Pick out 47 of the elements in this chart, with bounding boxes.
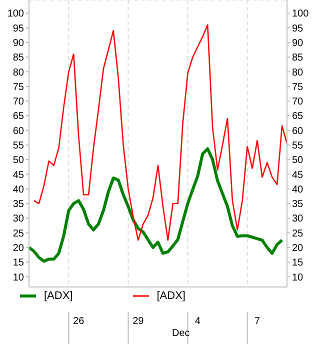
- x-tick-label: 7: [254, 316, 260, 327]
- legend-label: [ADX]: [156, 290, 186, 302]
- y2-tick-label: 15: [292, 258, 304, 269]
- y-tick-label: 75: [12, 82, 24, 93]
- y2-tick-label: 60: [292, 126, 304, 137]
- y2-tick-label: 35: [292, 199, 304, 210]
- x-tick-label: 29: [132, 316, 144, 327]
- y-tick-label: 85: [12, 52, 24, 64]
- y2-tick-label: 55: [292, 140, 304, 152]
- line-series: [28, 147, 284, 263]
- y-tick-label: 50: [12, 155, 24, 166]
- x-tick-label: 26: [73, 316, 85, 327]
- y-tick-label: 65: [12, 111, 24, 122]
- y2-tick-label: 100: [292, 8, 310, 20]
- y2-tick-label: 65: [292, 111, 304, 122]
- x-tick-label: 4: [194, 316, 201, 327]
- y2-tick-label: 95: [292, 23, 304, 34]
- y2-tick-label: 25: [292, 228, 304, 240]
- y2-tick-label: 85: [292, 52, 304, 64]
- y2-tick-label: 10: [292, 272, 304, 284]
- y2-tick-label: 50: [292, 155, 304, 166]
- y2-tick-label: 90: [292, 38, 304, 50]
- y2-tick-label: 70: [292, 96, 304, 108]
- y-tick-label: 100: [7, 8, 24, 20]
- y-tick-label: 95: [12, 23, 24, 34]
- y-tick-label: 10: [12, 272, 24, 284]
- y-tick-label: 40: [12, 184, 24, 196]
- y-tick-label: 80: [12, 67, 24, 78]
- y-tick-label: 15: [12, 258, 24, 269]
- y2-tick-label: 45: [292, 170, 304, 181]
- y-tick-label: 25: [12, 228, 24, 240]
- y2-tick-label: 20: [292, 243, 304, 254]
- y2-tick-label: 75: [292, 82, 304, 93]
- y2-tick-label: 40: [292, 184, 304, 196]
- line-series: [33, 24, 288, 241]
- y-tick-label: 90: [12, 38, 24, 50]
- y-tick-label: 30: [12, 214, 24, 225]
- y-tick-label: 60: [12, 126, 24, 137]
- y-tick-label: 35: [12, 199, 24, 210]
- text: Dec: [172, 328, 190, 339]
- y2-tick-label: 30: [292, 214, 304, 225]
- y-tick-label: 55: [12, 140, 24, 152]
- y-tick-label: 20: [12, 243, 24, 254]
- legend-label: [ADX]: [44, 290, 73, 302]
- y2-tick-label: 80: [292, 67, 304, 78]
- y-tick-label: 70: [12, 96, 24, 108]
- y-tick-label: 45: [12, 170, 24, 181]
